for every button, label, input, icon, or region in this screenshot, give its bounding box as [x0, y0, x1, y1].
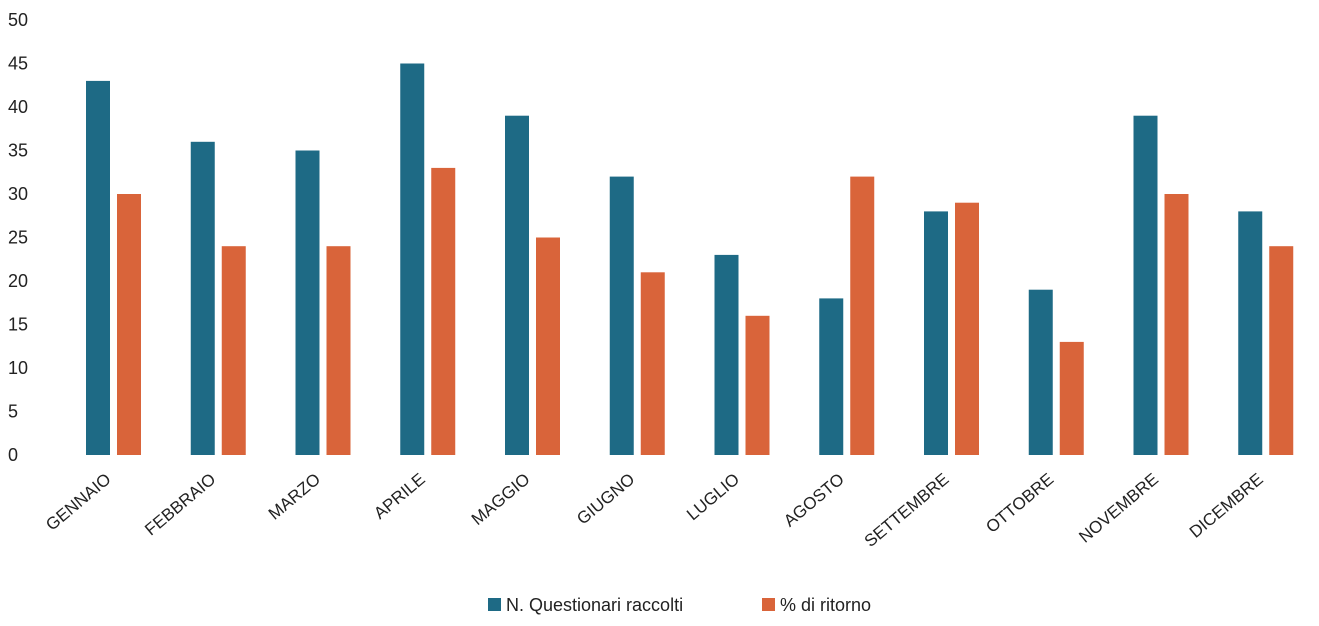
bar-questionari-febbraio: [190, 141, 215, 456]
bar-ritorno-aprile: [431, 167, 456, 455]
bar-questionari-agosto: [819, 298, 844, 455]
bar-questionari-gennaio: [86, 80, 110, 456]
bar-ritorno-giugno: [640, 272, 665, 455]
y-tick-label: 20: [8, 271, 28, 291]
y-tick-label: 0: [8, 445, 18, 465]
y-tick-label: 35: [8, 141, 28, 161]
bars: [86, 63, 1294, 456]
y-axis: 0 5 10 15 20 25 30 35 40 45 50: [8, 10, 28, 465]
x-tick-label: LUGLIO: [683, 470, 743, 525]
x-tick-label: AGOSTO: [780, 470, 848, 531]
bar-ritorno-febbraio: [221, 246, 246, 455]
bar-questionari-luglio: [714, 254, 739, 455]
y-tick-label: 10: [8, 358, 28, 378]
bar-ritorno-settembre: [955, 202, 979, 455]
y-tick-label: 45: [8, 54, 28, 74]
y-tick-label: 50: [8, 10, 28, 30]
y-tick-label: 5: [8, 402, 18, 422]
x-tick-label: MARZO: [265, 470, 324, 524]
bar-ritorno-agosto: [850, 176, 875, 455]
bar-questionari-giugno: [609, 176, 634, 455]
y-tick-label: 15: [8, 315, 28, 335]
x-tick-label: GIUGNO: [573, 470, 638, 529]
bar-ritorno-marzo: [326, 246, 351, 455]
x-axis: GENNAIO FEBBRAIO MARZO APRILE MAGGIO GIUGNO LU…: [42, 470, 1267, 551]
y-tick-label: 30: [8, 184, 28, 204]
y-tick-label: 25: [8, 228, 28, 248]
bar-questionari-maggio: [505, 115, 529, 455]
bar-ritorno-ottobre: [1059, 341, 1084, 455]
bar-ritorno-gennaio: [117, 194, 141, 455]
bar-questionari-settembre: [924, 211, 948, 455]
bar-ritorno-novembre: [1164, 194, 1189, 455]
legend-swatch: [488, 598, 501, 611]
x-tick-label: DICEMBRE: [1186, 470, 1267, 542]
x-tick-label: SETTEMBRE: [861, 470, 953, 551]
legend-label: % di ritorno: [780, 595, 871, 615]
x-tick-label: OTTOBRE: [982, 470, 1057, 537]
x-tick-label: MAGGIO: [468, 470, 534, 529]
x-tick-label: NOVEMBRE: [1075, 470, 1162, 547]
bar-ritorno-dicembre: [1269, 246, 1294, 455]
bar-ritorno-luglio: [745, 315, 770, 455]
bar-questionari-marzo: [295, 150, 320, 455]
x-tick-label: FEBBRAIO: [141, 470, 219, 540]
legend-swatch: [762, 598, 775, 611]
legend: N. Questionari raccolti % di ritorno: [488, 595, 871, 615]
x-tick-label: APRILE: [370, 470, 429, 523]
bar-questionari-novembre: [1133, 115, 1158, 455]
bar-questionari-dicembre: [1238, 211, 1263, 455]
bar-ritorno-maggio: [536, 237, 560, 455]
bar-questionari-ottobre: [1028, 289, 1053, 455]
legend-label: N. Questionari raccolti: [506, 595, 683, 615]
bar-questionari-aprile: [400, 63, 425, 455]
x-tick-label: GENNAIO: [42, 470, 114, 535]
y-tick-label: 40: [8, 97, 28, 117]
